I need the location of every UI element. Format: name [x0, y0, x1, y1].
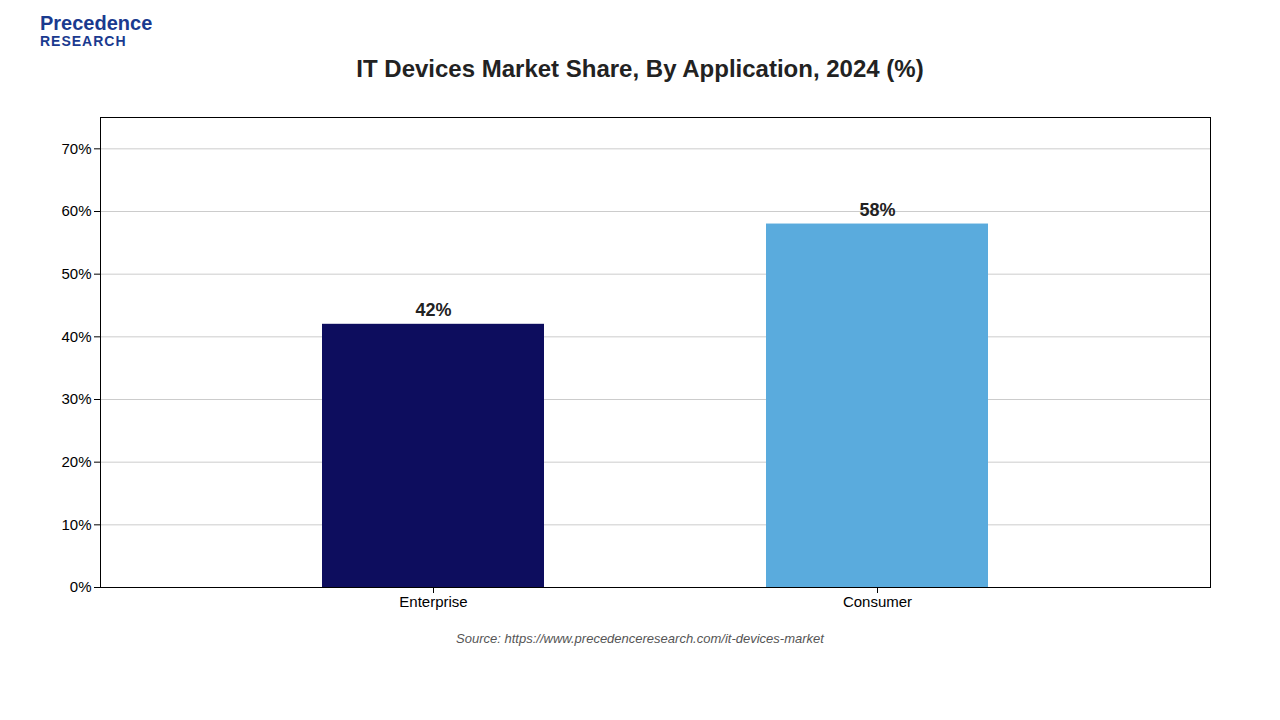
svg-text:60%: 60%	[61, 203, 91, 220]
svg-text:0%: 0%	[70, 579, 92, 596]
svg-text:20%: 20%	[61, 453, 91, 470]
svg-text:10%: 10%	[61, 516, 91, 533]
svg-text:70%: 70%	[61, 140, 91, 157]
svg-text:40%: 40%	[61, 328, 91, 345]
svg-text:Consumer: Consumer	[843, 594, 912, 611]
svg-text:50%: 50%	[61, 265, 91, 282]
html-text:IT Devices Market Share, By Ap: IT Devices Market Share, By Application,…	[356, 55, 924, 83]
html-text:Precedence: Precedence	[40, 12, 153, 34]
svg-text:Enterprise: Enterprise	[399, 594, 467, 611]
svg-text:30%: 30%	[61, 391, 91, 408]
svg-text:58%: 58%	[859, 200, 895, 220]
html-text:RESEARCH: RESEARCH	[40, 33, 127, 49]
html-text:Source: https://www.precedence: Source: https://www.precedenceresearch.c…	[456, 631, 824, 647]
svg-text:42%: 42%	[415, 301, 451, 321]
